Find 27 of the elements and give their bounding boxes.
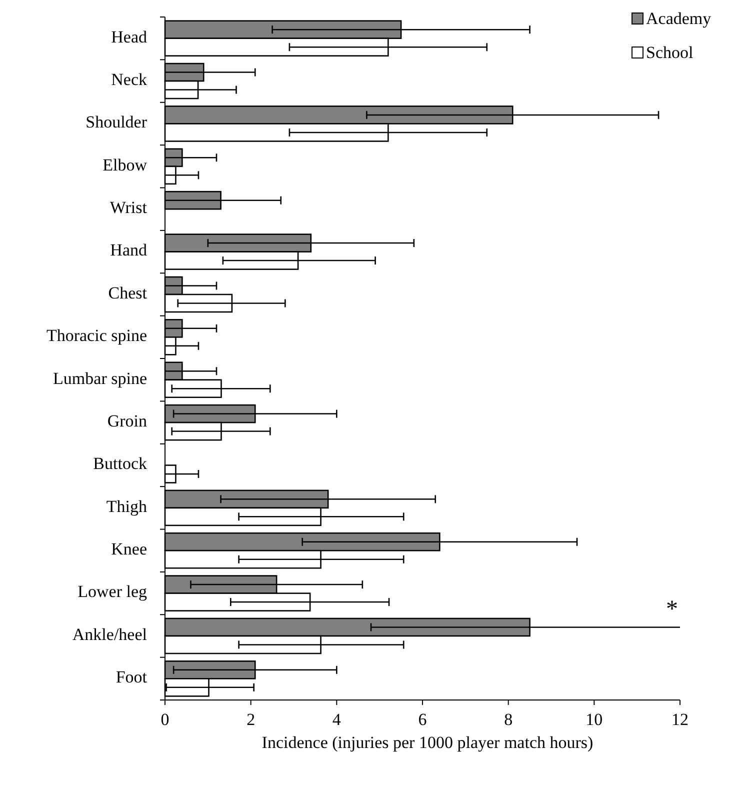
x-tick-label: 10 <box>586 710 603 729</box>
y-tick-label: Elbow <box>102 155 148 174</box>
x-tick-label: 12 <box>672 710 688 729</box>
y-tick-label: Shoulder <box>86 112 148 132</box>
legend-label: Academy <box>646 9 712 28</box>
y-tick-label: Buttock <box>93 454 148 474</box>
y-tick-label: Lower leg <box>78 582 148 602</box>
y-tick-label: Hand <box>110 240 148 260</box>
y-tick-label: Ankle/heel <box>72 624 148 644</box>
y-tick-label: Thoracic spine <box>46 326 147 346</box>
y-tick-label: Lumbar spine <box>53 368 147 388</box>
x-tick-label: 0 <box>160 710 170 729</box>
y-tick-label: Foot <box>116 668 148 687</box>
x-tick-label: 2 <box>246 710 256 729</box>
y-tick-label: Neck <box>111 70 148 89</box>
x-axis-title: Incidence (injuries per 1000 player match hours) <box>262 733 594 752</box>
y-tick-label: Knee <box>111 540 147 558</box>
x-tick-label: 6 <box>418 710 427 729</box>
legend-label: School <box>646 43 694 62</box>
x-tick-label: 4 <box>332 710 342 729</box>
y-tick-label: Wrist <box>110 198 148 217</box>
y-tick-label: Head <box>111 27 148 46</box>
annotation: * <box>666 596 678 622</box>
y-tick-label: Groin <box>107 411 148 430</box>
x-tick-label: 8 <box>504 710 513 729</box>
y-tick-label: Chest <box>108 283 148 302</box>
y-tick-label: Thigh <box>106 496 148 516</box>
